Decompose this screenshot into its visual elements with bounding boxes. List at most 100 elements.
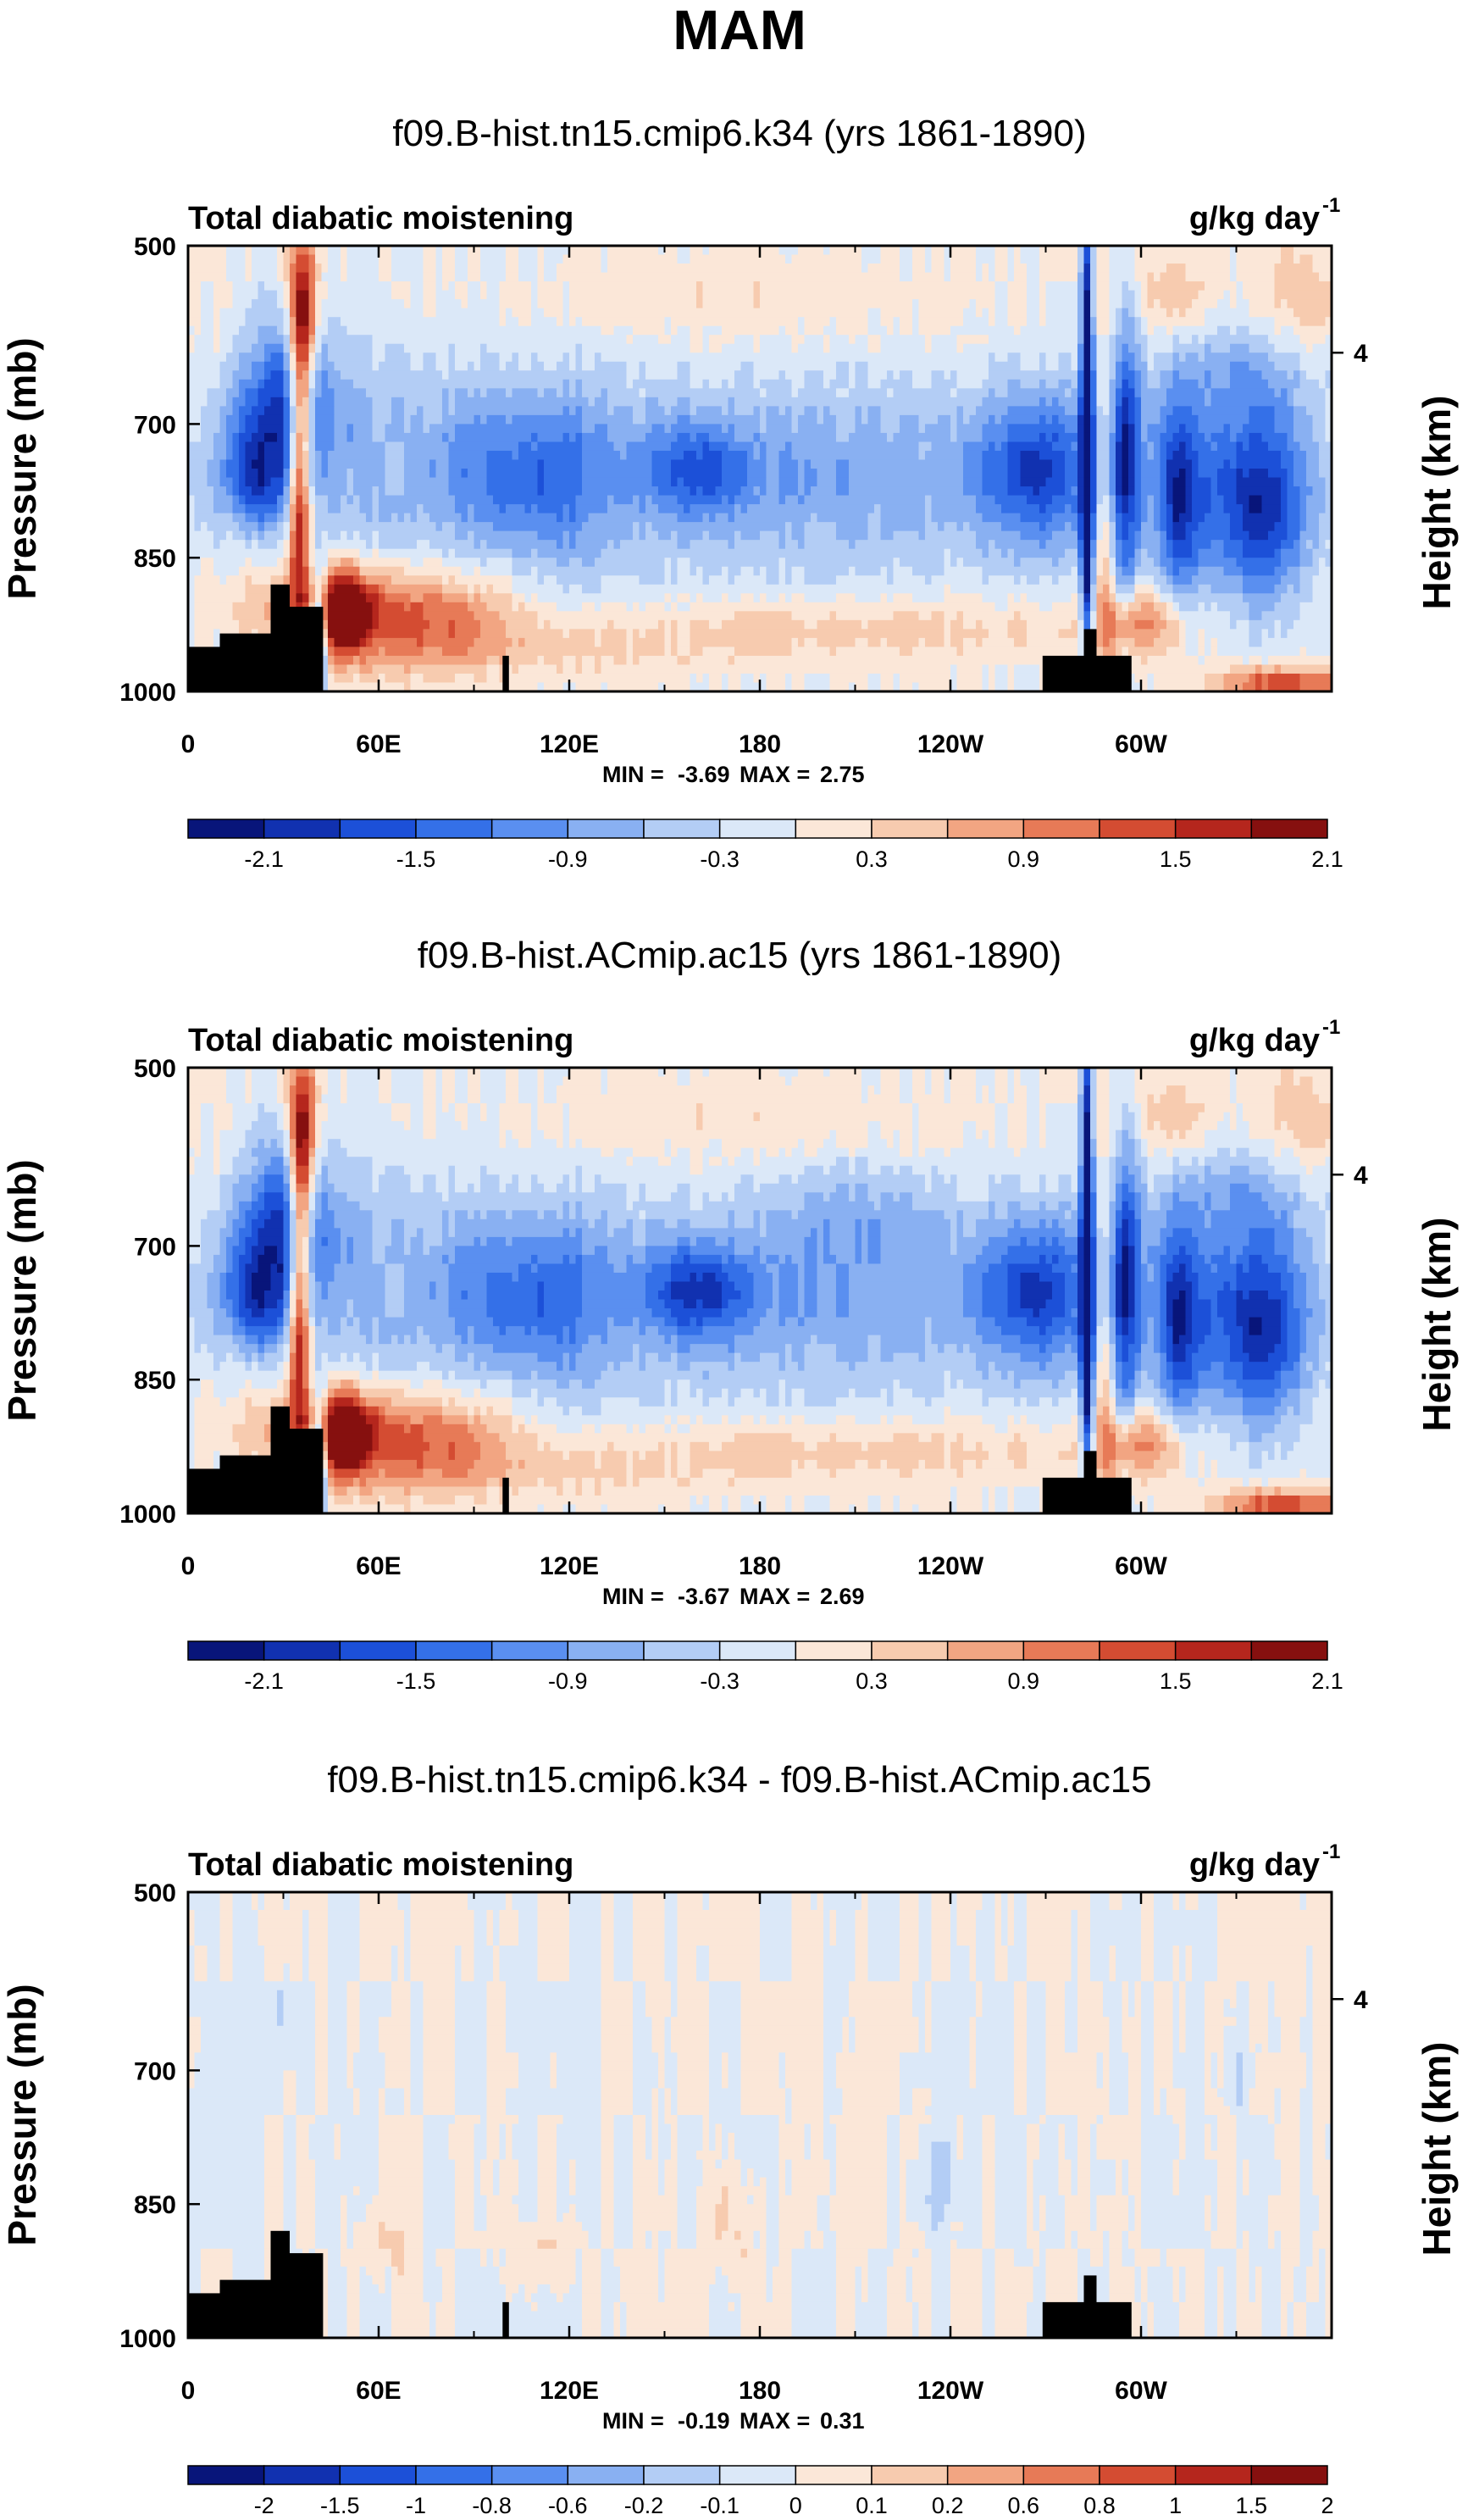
- heatmap-cell: [664, 352, 672, 363]
- heatmap-cell: [626, 308, 634, 318]
- heatmap-cell: [524, 584, 532, 594]
- heatmap-cell: [302, 504, 310, 514]
- heatmap-cell: [219, 513, 227, 523]
- heatmap-cell: [760, 361, 767, 371]
- heatmap-cell: [499, 246, 507, 256]
- heatmap-cell: [798, 530, 806, 541]
- heatmap-cell: [702, 441, 710, 452]
- heatmap-cell: [550, 655, 557, 666]
- heatmap-cell: [391, 682, 399, 691]
- heatmap-cell: [334, 566, 341, 576]
- heatmap-cell: [658, 619, 666, 630]
- heatmap-cell: [353, 441, 361, 452]
- heatmap-cell: [410, 397, 418, 407]
- heatmap-cell: [588, 664, 595, 674]
- heatmap-cell: [188, 441, 196, 452]
- heatmap-cell: [207, 272, 214, 282]
- heatmap-cell: [582, 325, 590, 336]
- heatmap-cell: [645, 584, 653, 594]
- heatmap-cell: [506, 281, 513, 291]
- heatmap-cell: [194, 441, 202, 452]
- heatmap-cell: [677, 450, 684, 461]
- heatmap-cell: [766, 611, 773, 621]
- heatmap-cell: [518, 558, 526, 568]
- heatmap-cell: [442, 584, 450, 594]
- heatmap-cell: [518, 424, 526, 434]
- heatmap-cell: [569, 548, 577, 558]
- heatmap-cell: [626, 379, 634, 389]
- heatmap-cell: [804, 290, 812, 300]
- heatmap-cell: [346, 655, 354, 666]
- heatmap-cell: [550, 522, 557, 532]
- heatmap-cell: [785, 441, 793, 452]
- heatmap-cell: [296, 584, 303, 594]
- heatmap-cell: [664, 469, 672, 479]
- heatmap-cell: [429, 647, 437, 657]
- heatmap-cell: [760, 325, 767, 336]
- heatmap-cell: [296, 530, 303, 541]
- heatmap-cell: [518, 290, 526, 300]
- heatmap-cell: [728, 397, 735, 407]
- heatmap-cell: [283, 513, 291, 523]
- heatmap-cell: [252, 254, 259, 264]
- heatmap-cell: [557, 655, 564, 666]
- heatmap-cell: [232, 272, 240, 282]
- heatmap-cell: [474, 602, 481, 612]
- heatmap-cell: [633, 272, 640, 282]
- heatmap-cell: [575, 272, 583, 282]
- heatmap-cell: [722, 566, 729, 576]
- heatmap-cell: [773, 441, 780, 452]
- heatmap-cell: [664, 566, 672, 576]
- heatmap-cell: [455, 530, 463, 541]
- heatmap-cell: [219, 459, 227, 469]
- heatmap-cell: [544, 424, 551, 434]
- heatmap-cell: [696, 379, 704, 389]
- heatmap-cell: [601, 647, 608, 657]
- heatmap-cell: [562, 513, 570, 523]
- heatmap-cell: [639, 673, 646, 684]
- heatmap-cell: [690, 335, 697, 345]
- heatmap-cell: [188, 414, 196, 425]
- heatmap-cell: [557, 414, 564, 425]
- heatmap-cell: [544, 308, 551, 318]
- heatmap-cell: [417, 424, 424, 434]
- heatmap-cell: [442, 504, 450, 514]
- heatmap-cell: [302, 540, 310, 550]
- heatmap-cell: [194, 566, 202, 576]
- heatmap-cell: [270, 335, 278, 345]
- heatmap-cell: [486, 281, 494, 291]
- heatmap-cell: [404, 664, 412, 674]
- heatmap-cell: [506, 272, 513, 282]
- heatmap-cell: [346, 477, 354, 487]
- heatmap-cell: [366, 379, 374, 389]
- heatmap-cell: [404, 469, 412, 479]
- heatmap-cell: [633, 530, 640, 541]
- heatmap-cell: [219, 308, 227, 318]
- heatmap-cell: [601, 469, 608, 479]
- heatmap-cell: [391, 647, 399, 657]
- heatmap-cell: [658, 655, 666, 666]
- heatmap-cell: [791, 655, 799, 666]
- heatmap-cell: [391, 424, 399, 434]
- heatmap-cell: [785, 655, 793, 666]
- heatmap-cell: [753, 299, 761, 309]
- heatmap-cell: [201, 299, 208, 309]
- heatmap-cell: [213, 397, 221, 407]
- heatmap-cell: [518, 504, 526, 514]
- heatmap-cell: [391, 264, 399, 274]
- heatmap-cell: [811, 308, 818, 318]
- heatmap-cell: [435, 272, 443, 282]
- heatmap-cell: [359, 450, 367, 461]
- heatmap-cell: [213, 593, 221, 603]
- heatmap-cell: [334, 548, 341, 558]
- heatmap-cell: [435, 602, 443, 612]
- heatmap-cell: [372, 388, 379, 398]
- heatmap-cell: [550, 566, 557, 576]
- heatmap-cell: [791, 370, 799, 380]
- heatmap-cell: [461, 361, 468, 371]
- heatmap-cell: [740, 611, 748, 621]
- heatmap-cell: [308, 530, 316, 541]
- heatmap-cell: [448, 486, 456, 497]
- heatmap-cell: [709, 513, 717, 523]
- heatmap-cell: [544, 540, 551, 550]
